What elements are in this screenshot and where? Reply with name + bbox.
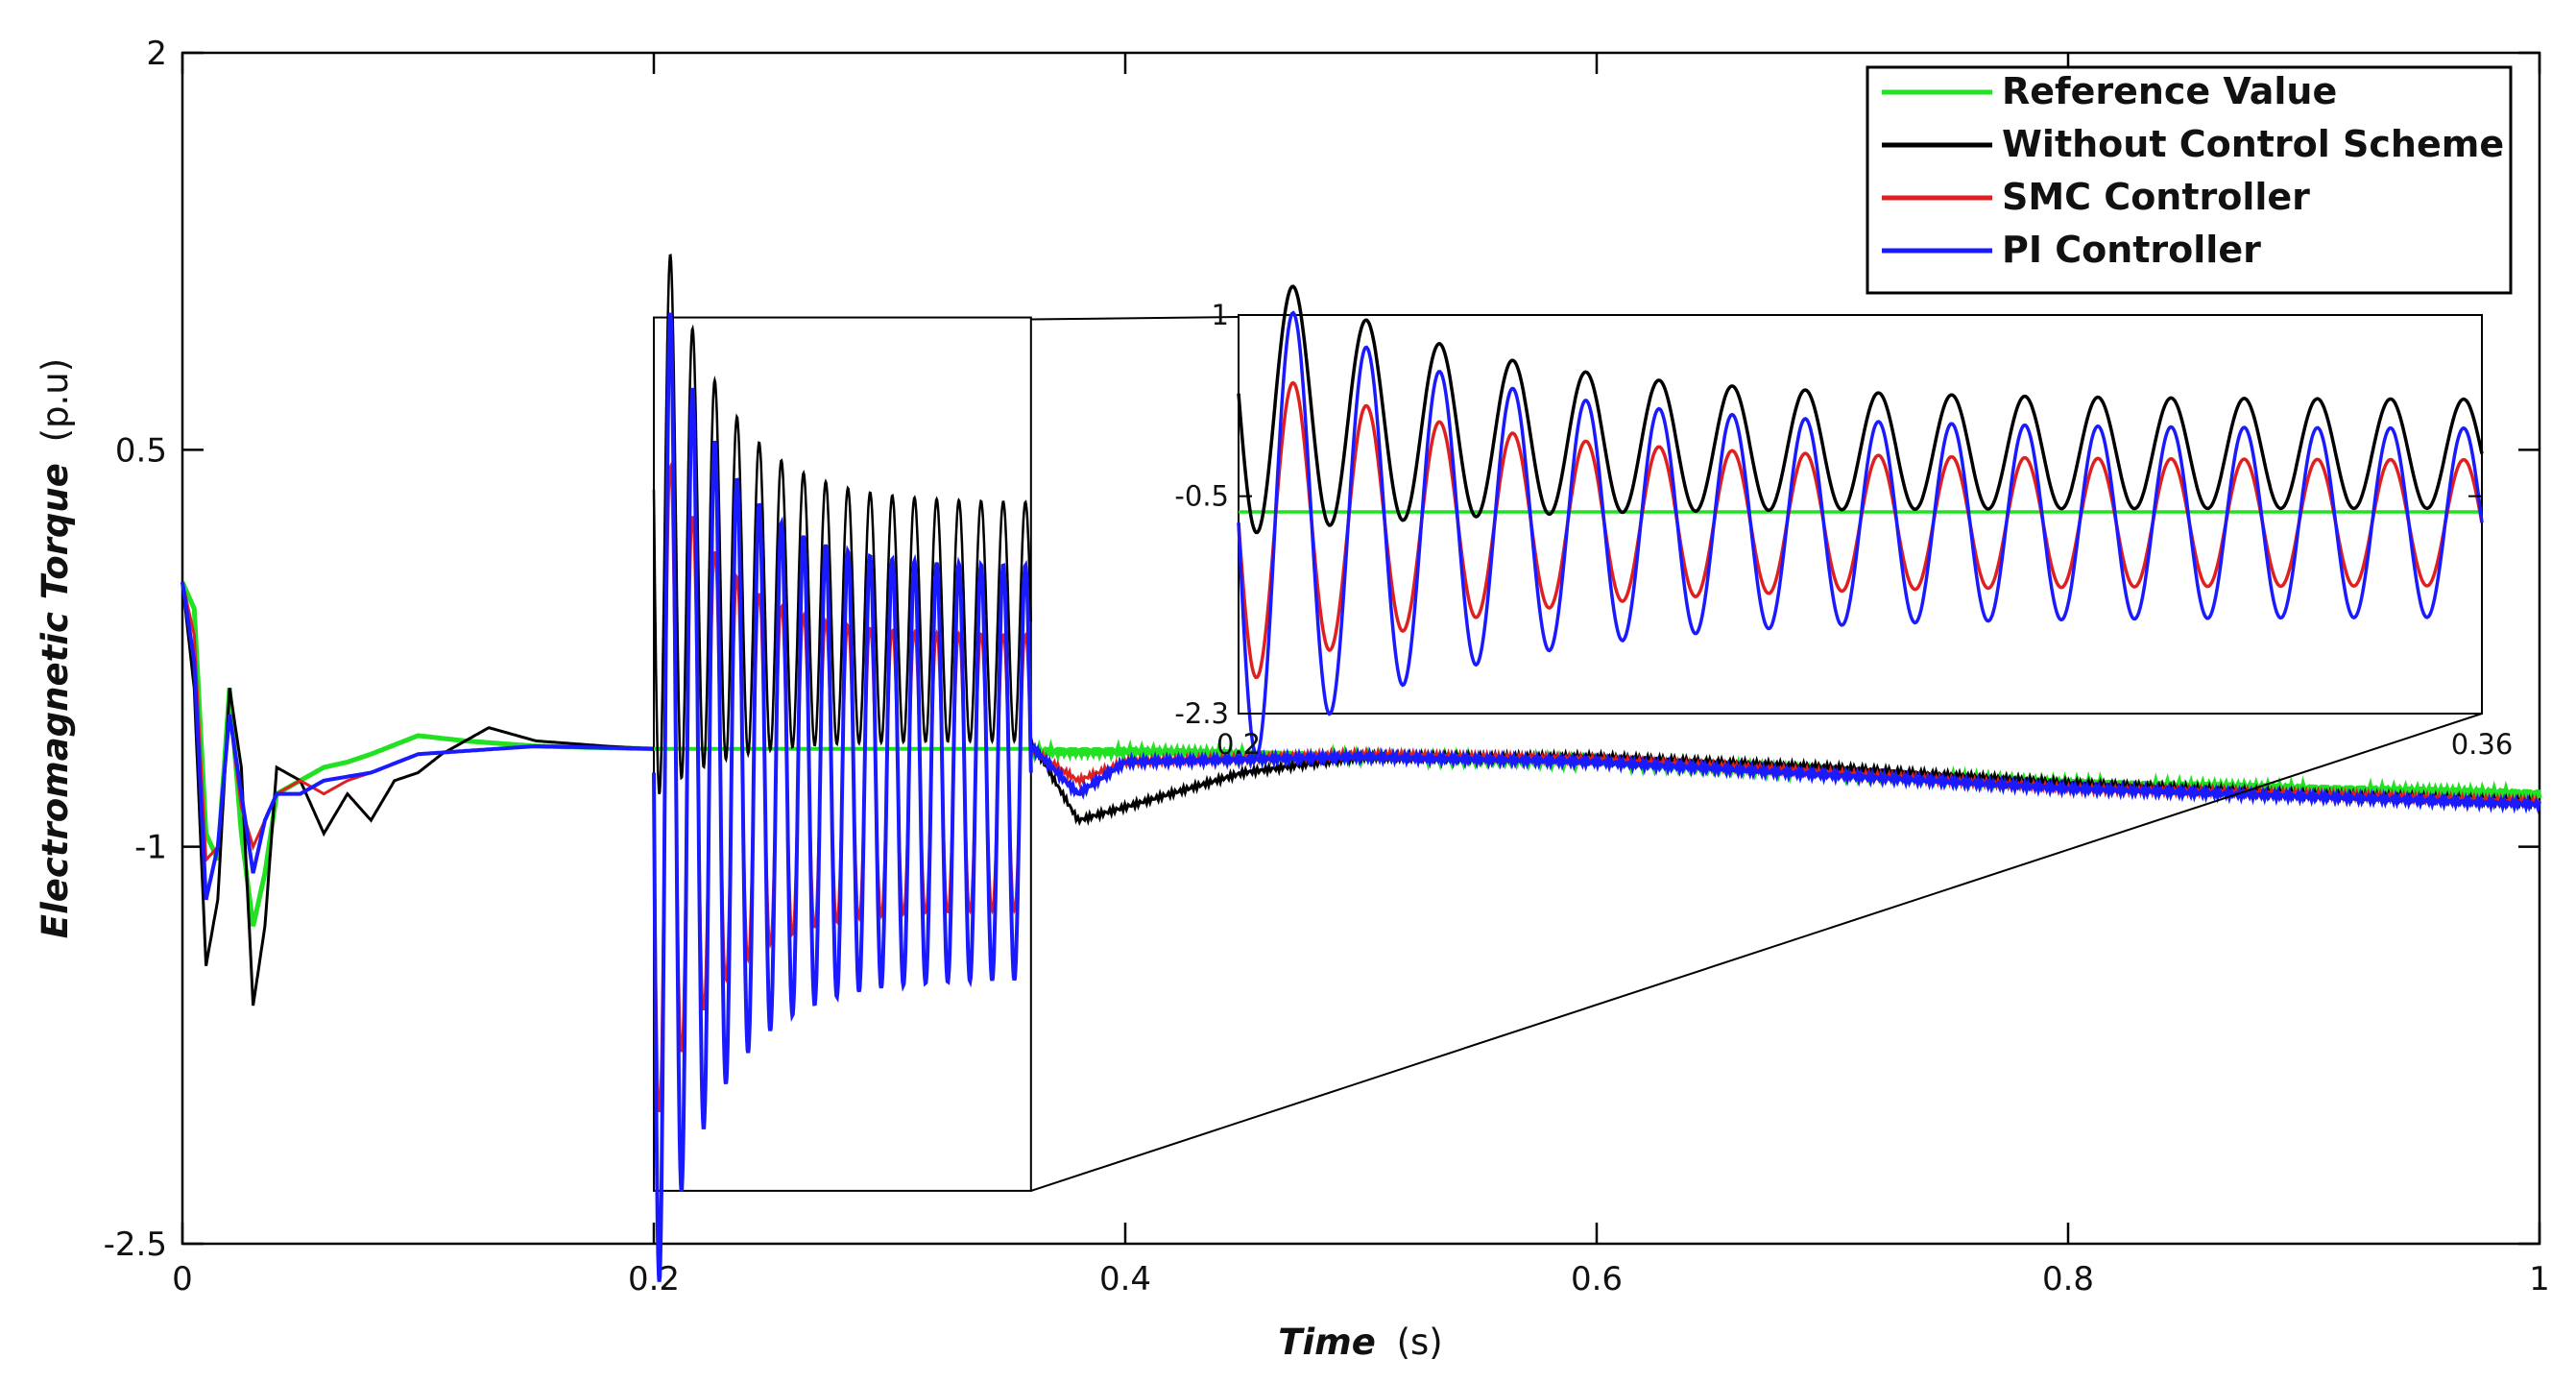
y-tick-label: 0.5 (115, 431, 167, 470)
legend-entry-label: SMC Controller (2002, 176, 2310, 218)
zoom-region-oscillation (652, 254, 1033, 1282)
y-axis-ticks: -2.5 -1 0.5 2 (104, 35, 2540, 1264)
y-axis-label-main: Electromagnetic Torque (35, 463, 76, 938)
y-tick-label: -1 (134, 829, 167, 867)
inset-y-tick-label: 1 (1212, 299, 1229, 331)
x-tick-label: 1 (2529, 1260, 2550, 1298)
series-lines (180, 581, 2542, 1007)
zoom-connector-top (1030, 316, 1240, 321)
x-tick-label: 0 (172, 1260, 193, 1298)
y-axis-label-unit: (p.u) (35, 358, 76, 443)
legend-box (1866, 65, 2513, 295)
series-line-post-zoom (1028, 741, 2541, 814)
inset-series-line (1237, 310, 2484, 758)
inset-x-tick-label: 0.36 (2451, 728, 2514, 761)
inset-series-line (1237, 284, 2484, 535)
inset-x-tick-label: 0.2 (1216, 728, 1261, 761)
inset-series-lines (1237, 284, 2484, 758)
x-axis-label: Time (s) (1278, 1322, 1443, 1363)
zoom-series-line (652, 312, 1033, 1282)
y-tick-label: -2.5 (104, 1225, 167, 1264)
x-tick-label: 0.4 (1099, 1260, 1151, 1298)
x-axis-label-main: Time (1278, 1322, 1376, 1363)
x-tick-label: 0.6 (1571, 1260, 1623, 1298)
legend-entry-label: Without Control Scheme (2002, 123, 2504, 165)
x-axis-ticks: 0 0.2 0.4 0.6 0.8 1 (172, 53, 2550, 1298)
legend-entry-label: Reference Value (2002, 70, 2337, 112)
inset-y-tick-label: -2.3 (1174, 697, 1229, 730)
series-line-pre-zoom (181, 581, 655, 1007)
x-tick-label: 0.2 (628, 1260, 680, 1298)
x-axis-label-unit: (s) (1397, 1322, 1443, 1363)
inset-y-tick-label: -0.5 (1174, 480, 1229, 513)
plot-area (181, 51, 2541, 1246)
inset-ticks: 1 -0.5 -2.30.2 0.36 (1174, 299, 2513, 761)
y-axis-label: Electromagnetic Torque (p.u) (35, 358, 76, 938)
zoom-series-line (652, 254, 1033, 795)
y-tick-label: 2 (146, 35, 167, 73)
series-line-pre-zoom (181, 581, 654, 901)
legend: Reference Value Without Control Scheme SMC… (1866, 65, 2513, 295)
zoom-connector-bottom (1030, 713, 2483, 1192)
legend-entry-label: PI Controller (2002, 229, 2261, 271)
x-tick-label: 0.8 (2042, 1260, 2094, 1298)
